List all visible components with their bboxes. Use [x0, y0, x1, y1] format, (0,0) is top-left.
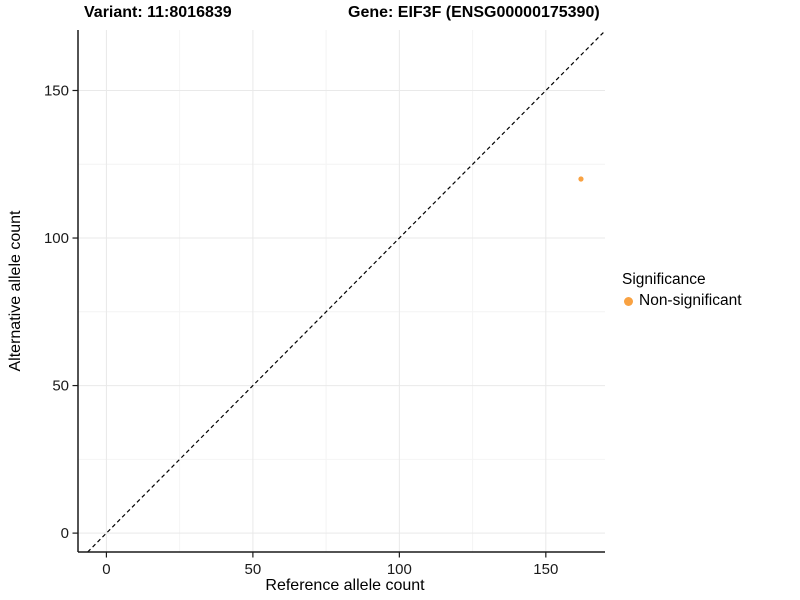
- legend-entry-non-significant: Non-significant: [624, 291, 742, 311]
- x-tick-label: 0: [102, 561, 110, 578]
- y-tick-label: 150: [44, 82, 69, 99]
- legend-title: Significance: [622, 271, 706, 288]
- data-point: [578, 176, 584, 182]
- x-tick-label: 50: [245, 561, 262, 578]
- identity-line: [87, 30, 606, 553]
- x-axis-title: Reference allele count: [265, 577, 425, 594]
- y-axis-title: Alternative allele count: [7, 210, 24, 372]
- legend-entry-label: Non-significant: [639, 292, 742, 309]
- y-tick-label: 50: [52, 378, 69, 395]
- y-tick-label: 100: [44, 230, 69, 247]
- y-tick-label: 0: [61, 525, 69, 542]
- x-tick-label: 100: [387, 561, 412, 578]
- x-tick-label: 150: [533, 561, 558, 578]
- variant-title: Variant: 11:8016839: [84, 4, 232, 21]
- legend-point-icon: [624, 296, 633, 306]
- gene-title: Gene: EIF3F (ENSG00000175390): [348, 4, 600, 21]
